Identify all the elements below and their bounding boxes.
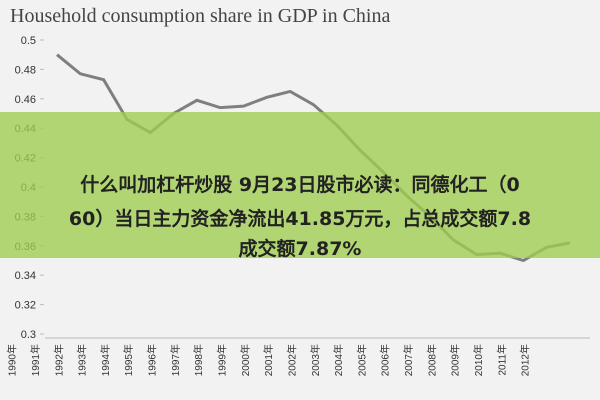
x-tick-label: 2008年 [425, 344, 438, 376]
y-tick-label: 0.46 [15, 94, 36, 106]
y-tick-label: 0.3 [21, 329, 36, 341]
x-tick-label: 2009年 [449, 344, 462, 376]
x-tick-label: 2005年 [355, 344, 368, 376]
x-tick-label: 1991年 [29, 344, 42, 376]
x-tick-label: 2006年 [379, 344, 392, 376]
x-tick-label: 1996年 [146, 344, 159, 376]
chart-title: Household consumption share in GDP in Ch… [10, 5, 390, 27]
y-tick-label: 0.5 [21, 35, 36, 47]
x-tick-label: 1995年 [122, 344, 135, 376]
x-tick-label: 2002年 [285, 344, 298, 376]
x-tick-label: 1992年 [52, 344, 65, 376]
x-tick-label: 1990年 [6, 344, 19, 376]
x-tick-label: 1993年 [76, 344, 89, 376]
x-tick-label: 2003年 [309, 344, 322, 376]
y-tick-label: 0.48 [15, 64, 36, 76]
x-tick-label: 2004年 [332, 344, 345, 376]
y-tick-label: 0.34 [15, 270, 36, 282]
overlay-banner: 什么叫加杠杆炒股 9月23日股市必读：同德化工（0 60）当日主力资金净流出41… [0, 112, 600, 260]
x-tick-label: 2011年 [495, 344, 508, 376]
overlay-line: 成交额7.87% [238, 238, 362, 260]
y-tick-label: 0.32 [15, 300, 36, 312]
x-tick-label: 1998年 [192, 344, 205, 376]
x-tick-label: 1999年 [216, 344, 229, 376]
x-tick-label: 1994年 [99, 344, 112, 376]
overlay-line: 60）当日主力资金净流出41.85万元，占总成交额7.8 [68, 208, 532, 230]
x-tick-label: 2012年 [519, 344, 532, 376]
overlay-line: 什么叫加杠杆炒股 9月23日股市必读：同德化工（0 [80, 174, 520, 196]
x-tick-label: 2001年 [262, 344, 275, 376]
x-tick-label: 2007年 [402, 344, 415, 376]
x-tick-label: 2000年 [239, 344, 252, 376]
x-tick-label: 2010年 [472, 344, 485, 376]
x-tick-label: 1997年 [169, 344, 182, 376]
